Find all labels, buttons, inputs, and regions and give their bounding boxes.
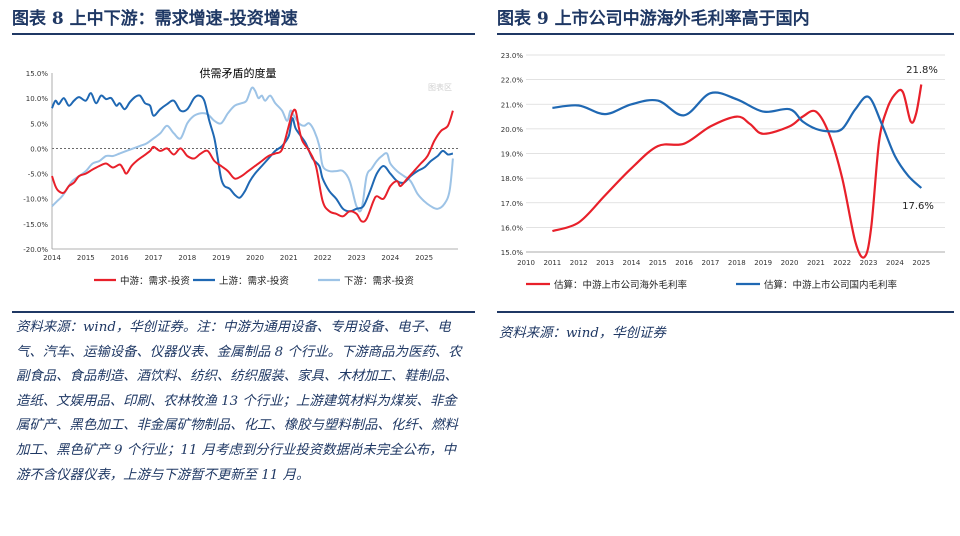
left-y-tick-label: -20.0% bbox=[23, 246, 48, 254]
right-x-tick-label: 2013 bbox=[596, 259, 614, 267]
left-x-tick-label: 2021 bbox=[280, 254, 298, 262]
left-x-tick-label: 2025 bbox=[415, 254, 433, 262]
right-x-tick-label: 2018 bbox=[728, 259, 746, 267]
left-chart-title: 供需矛盾的度量 bbox=[200, 66, 277, 80]
left-legend-label-up: 上游：需求-投资 bbox=[219, 275, 289, 287]
left-x-tick-label: 2024 bbox=[381, 254, 399, 262]
left-chart: 15.0% 10.0% 5.0% 0.0% -5.0% -10.0% -15.0% -20.0… bbox=[23, 66, 458, 287]
left-source-rule bbox=[12, 311, 475, 313]
right-y-tick-label: 18.0% bbox=[501, 175, 524, 183]
right-x-tick-label: 2012 bbox=[570, 259, 588, 267]
right-legend-label-overseas: 估算：中游上市公司海外毛利率 bbox=[554, 279, 688, 291]
right-x-tick-label: 2025 bbox=[912, 259, 930, 267]
left-series-line-down bbox=[51, 86, 454, 213]
right-x-tick-label: 2011 bbox=[543, 259, 561, 267]
right-x-tick-label: 2014 bbox=[622, 259, 640, 267]
right-y-tick-label: 16.0% bbox=[501, 224, 524, 232]
right-x-tick-label: 2019 bbox=[754, 259, 772, 267]
left-x-tick-label: 2017 bbox=[145, 254, 163, 262]
right-x-tick-label: 2024 bbox=[886, 259, 904, 267]
right-title-rule bbox=[497, 33, 954, 35]
left-series-line-mid bbox=[51, 108, 454, 223]
left-y-tick-label: 10.0% bbox=[26, 95, 49, 103]
left-x-tick-label: 2022 bbox=[314, 254, 332, 262]
left-legend-label-mid: 中游：需求-投资 bbox=[120, 275, 190, 287]
right-x-tick-label: 2016 bbox=[675, 259, 693, 267]
left-x-tick-label: 2018 bbox=[178, 254, 196, 262]
left-y-tick-label: -15.0% bbox=[23, 221, 48, 229]
right-source-note: 资料来源：wind，华创证券 bbox=[499, 326, 666, 341]
right-y-tick-label: 17.0% bbox=[501, 200, 524, 208]
right-y-tick-label: 22.0% bbox=[501, 77, 524, 85]
left-x-tick-label: 2023 bbox=[348, 254, 366, 262]
right-y-tick-label: 15.0% bbox=[501, 249, 524, 257]
left-panel-title: 图表 8 上中下游：需求增速-投资增速 bbox=[12, 9, 298, 29]
right-x-tick-label: 2021 bbox=[807, 259, 825, 267]
right-annotation-overseas: 21.8% bbox=[906, 65, 938, 76]
right-x-tick-label: 2015 bbox=[649, 259, 667, 267]
right-annotation-domestic: 17.6% bbox=[902, 201, 934, 212]
right-y-tick-label: 20.0% bbox=[501, 126, 524, 134]
left-y-tick-label: 15.0% bbox=[26, 70, 49, 78]
right-x-tick-label: 2023 bbox=[860, 259, 878, 267]
right-chart: 23.0% 22.0% 21.0% 20.0% 19.0% 18.0% 17.0% 16.0%… bbox=[501, 52, 945, 291]
left-title-rule bbox=[12, 33, 475, 35]
left-source-note: 资料来源：wind，华创证券。注：中游为通用设备、专用设备、电子、电气、汽车、运… bbox=[16, 320, 462, 483]
right-x-tick-label: 2020 bbox=[781, 259, 799, 267]
left-series-line-up bbox=[51, 92, 454, 213]
left-y-tick-label: 0.0% bbox=[30, 145, 48, 153]
left-chart-watermark: 图表区 bbox=[428, 82, 452, 92]
right-x-tick-label: 2022 bbox=[833, 259, 851, 267]
left-x-tick-label: 2015 bbox=[77, 254, 95, 262]
right-x-tick-label: 2010 bbox=[517, 259, 535, 267]
left-x-tick-label: 2019 bbox=[212, 254, 230, 262]
left-y-tick-label: 5.0% bbox=[30, 120, 48, 128]
left-x-tick-label: 2014 bbox=[43, 254, 61, 262]
right-x-tick-label: 2017 bbox=[702, 259, 720, 267]
left-legend-label-down: 下游：需求-投资 bbox=[344, 275, 414, 287]
left-y-tick-label: -10.0% bbox=[23, 196, 48, 204]
left-x-tick-label: 2016 bbox=[111, 254, 129, 262]
left-x-tick-label: 2020 bbox=[246, 254, 264, 262]
right-legend-label-domestic: 估算：中游上市公司国内毛利率 bbox=[764, 279, 898, 291]
right-series-line-domestic bbox=[552, 91, 923, 189]
right-y-tick-label: 19.0% bbox=[501, 151, 524, 159]
right-panel-title: 图表 9 上市公司中游海外毛利率高于国内 bbox=[497, 9, 810, 29]
right-y-tick-label: 21.0% bbox=[501, 101, 524, 109]
right-series-line-overseas bbox=[552, 84, 923, 259]
right-source-rule bbox=[497, 311, 954, 313]
right-y-tick-label: 23.0% bbox=[501, 52, 524, 60]
left-y-tick-label: -5.0% bbox=[28, 171, 49, 179]
